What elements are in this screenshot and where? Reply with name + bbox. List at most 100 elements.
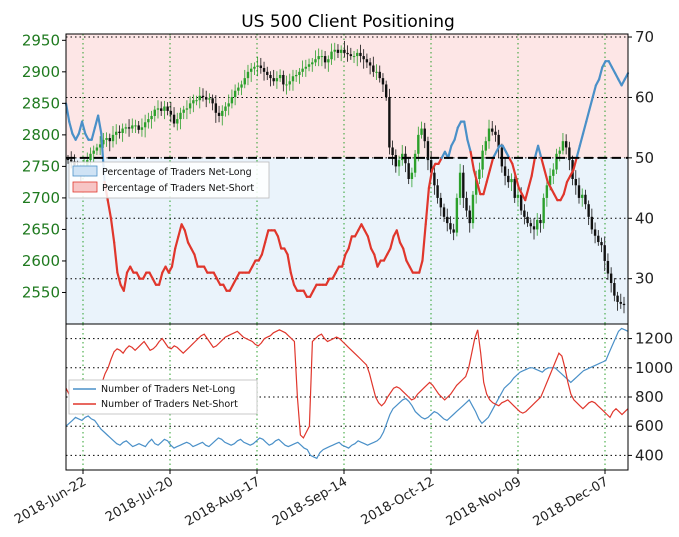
price-candle (359, 44, 362, 63)
percentage-line-segment (456, 120, 463, 129)
price-candle (384, 80, 388, 101)
price-candle (153, 105, 156, 122)
price-candle (323, 51, 327, 69)
price-candle (327, 55, 330, 72)
price-candle (118, 125, 121, 139)
percentage-line-segment (90, 126, 97, 141)
price-candle (208, 93, 211, 104)
price-candle (333, 42, 336, 61)
price-candle (491, 121, 494, 136)
price-candle (237, 82, 240, 96)
percentage-line-segment (447, 144, 453, 159)
price-candle (140, 118, 144, 137)
percentage-line-segment (382, 253, 389, 262)
price-axis: 2950 2900 2850 2800 2750 2700 2650 2600 2550 (22, 31, 66, 301)
price-candle (288, 73, 291, 91)
percentage-line-segment (469, 150, 475, 172)
percentage-line-segment (562, 180, 569, 196)
percent-tick-label: 70 (635, 28, 654, 46)
price-candle (298, 68, 301, 84)
price-candle (115, 124, 118, 145)
price-candles (66, 40, 626, 314)
price-candle (156, 100, 160, 119)
x-tick-label: 2018-Dec-07 (531, 474, 611, 529)
legend-box (68, 161, 270, 199)
percentage-line-segment (418, 259, 424, 274)
price-candle (481, 144, 484, 178)
price-candle (275, 71, 279, 89)
price-candle (426, 136, 430, 171)
percentage-line-segment (408, 265, 414, 274)
price-candle (307, 58, 311, 72)
percentage-line-segment (235, 271, 241, 280)
percentage-line-segment (68, 120, 74, 135)
percentage-line-segment (158, 271, 164, 286)
price-candle (172, 107, 176, 128)
percentage-line-segment (572, 156, 578, 172)
percentage-line-segment (501, 144, 508, 153)
price-candle (233, 84, 237, 106)
percentage-line-segment (292, 283, 299, 292)
price-candle (433, 165, 436, 195)
percentage-line-segment (183, 229, 190, 244)
price-candle (417, 126, 420, 162)
percent-tick-label: 60 (635, 88, 654, 106)
percentage-line-segment (591, 84, 597, 99)
price-candle (468, 205, 471, 233)
price-candle (195, 95, 198, 106)
price-candle (246, 64, 250, 86)
percentage-line-segment (431, 162, 437, 172)
price-candle (127, 119, 131, 137)
percentage-line-segment (141, 271, 148, 280)
price-candle (294, 69, 298, 82)
percentage-line-segment (186, 241, 193, 250)
percentage-line-segment (202, 265, 209, 274)
percentage-line-segment (212, 271, 219, 280)
price-candle (523, 204, 526, 225)
price-candle (249, 63, 253, 82)
price-candle (262, 61, 266, 81)
price-candle (124, 123, 128, 134)
net-long-count-line (65, 327, 629, 460)
percentage-line-segment (64, 102, 71, 123)
percentage-line-segment (228, 283, 235, 292)
price-candle (269, 71, 272, 87)
price-candle (192, 94, 195, 113)
percentage-line-segment (190, 247, 196, 256)
price-tick-label: 2800 (22, 126, 60, 144)
percent-tick-label: 40 (635, 209, 654, 227)
percentage-line-segment (231, 277, 238, 286)
count-tick-label: 600 (635, 417, 664, 435)
price-candle (330, 43, 333, 65)
percentage-line-segment (344, 247, 350, 256)
percentage-line-segment (360, 223, 366, 232)
price-candle (391, 140, 394, 166)
legend-label-count-long: Number of Traders Net-Long (101, 384, 235, 395)
percentage-line-segment (463, 120, 469, 141)
count-axis: 1200 1000 800 600 400 (628, 330, 673, 464)
price-candle (574, 170, 577, 195)
percentage-line-segment (122, 271, 129, 292)
percentage-line-segment (482, 180, 488, 196)
percentage-line-segment (398, 241, 405, 250)
price-candle (510, 173, 513, 191)
price-candle (230, 89, 234, 109)
price-candle (253, 62, 256, 75)
price-candle (462, 165, 465, 208)
price-candle (185, 100, 189, 120)
price-candle (532, 218, 536, 240)
price-candle (102, 132, 105, 149)
price-candle (339, 45, 343, 62)
percentage-line-segment (565, 174, 572, 184)
price-candle (526, 211, 529, 227)
price-candle (179, 107, 182, 130)
percentage-line-segment (508, 156, 514, 165)
percentage-line-segment (601, 60, 607, 69)
price-candle (487, 119, 491, 149)
price-candle (291, 69, 295, 91)
price-candle (320, 49, 324, 67)
price-candle (169, 102, 173, 123)
percentage-line-segment (353, 229, 360, 238)
percentage-line-segment (524, 186, 530, 202)
